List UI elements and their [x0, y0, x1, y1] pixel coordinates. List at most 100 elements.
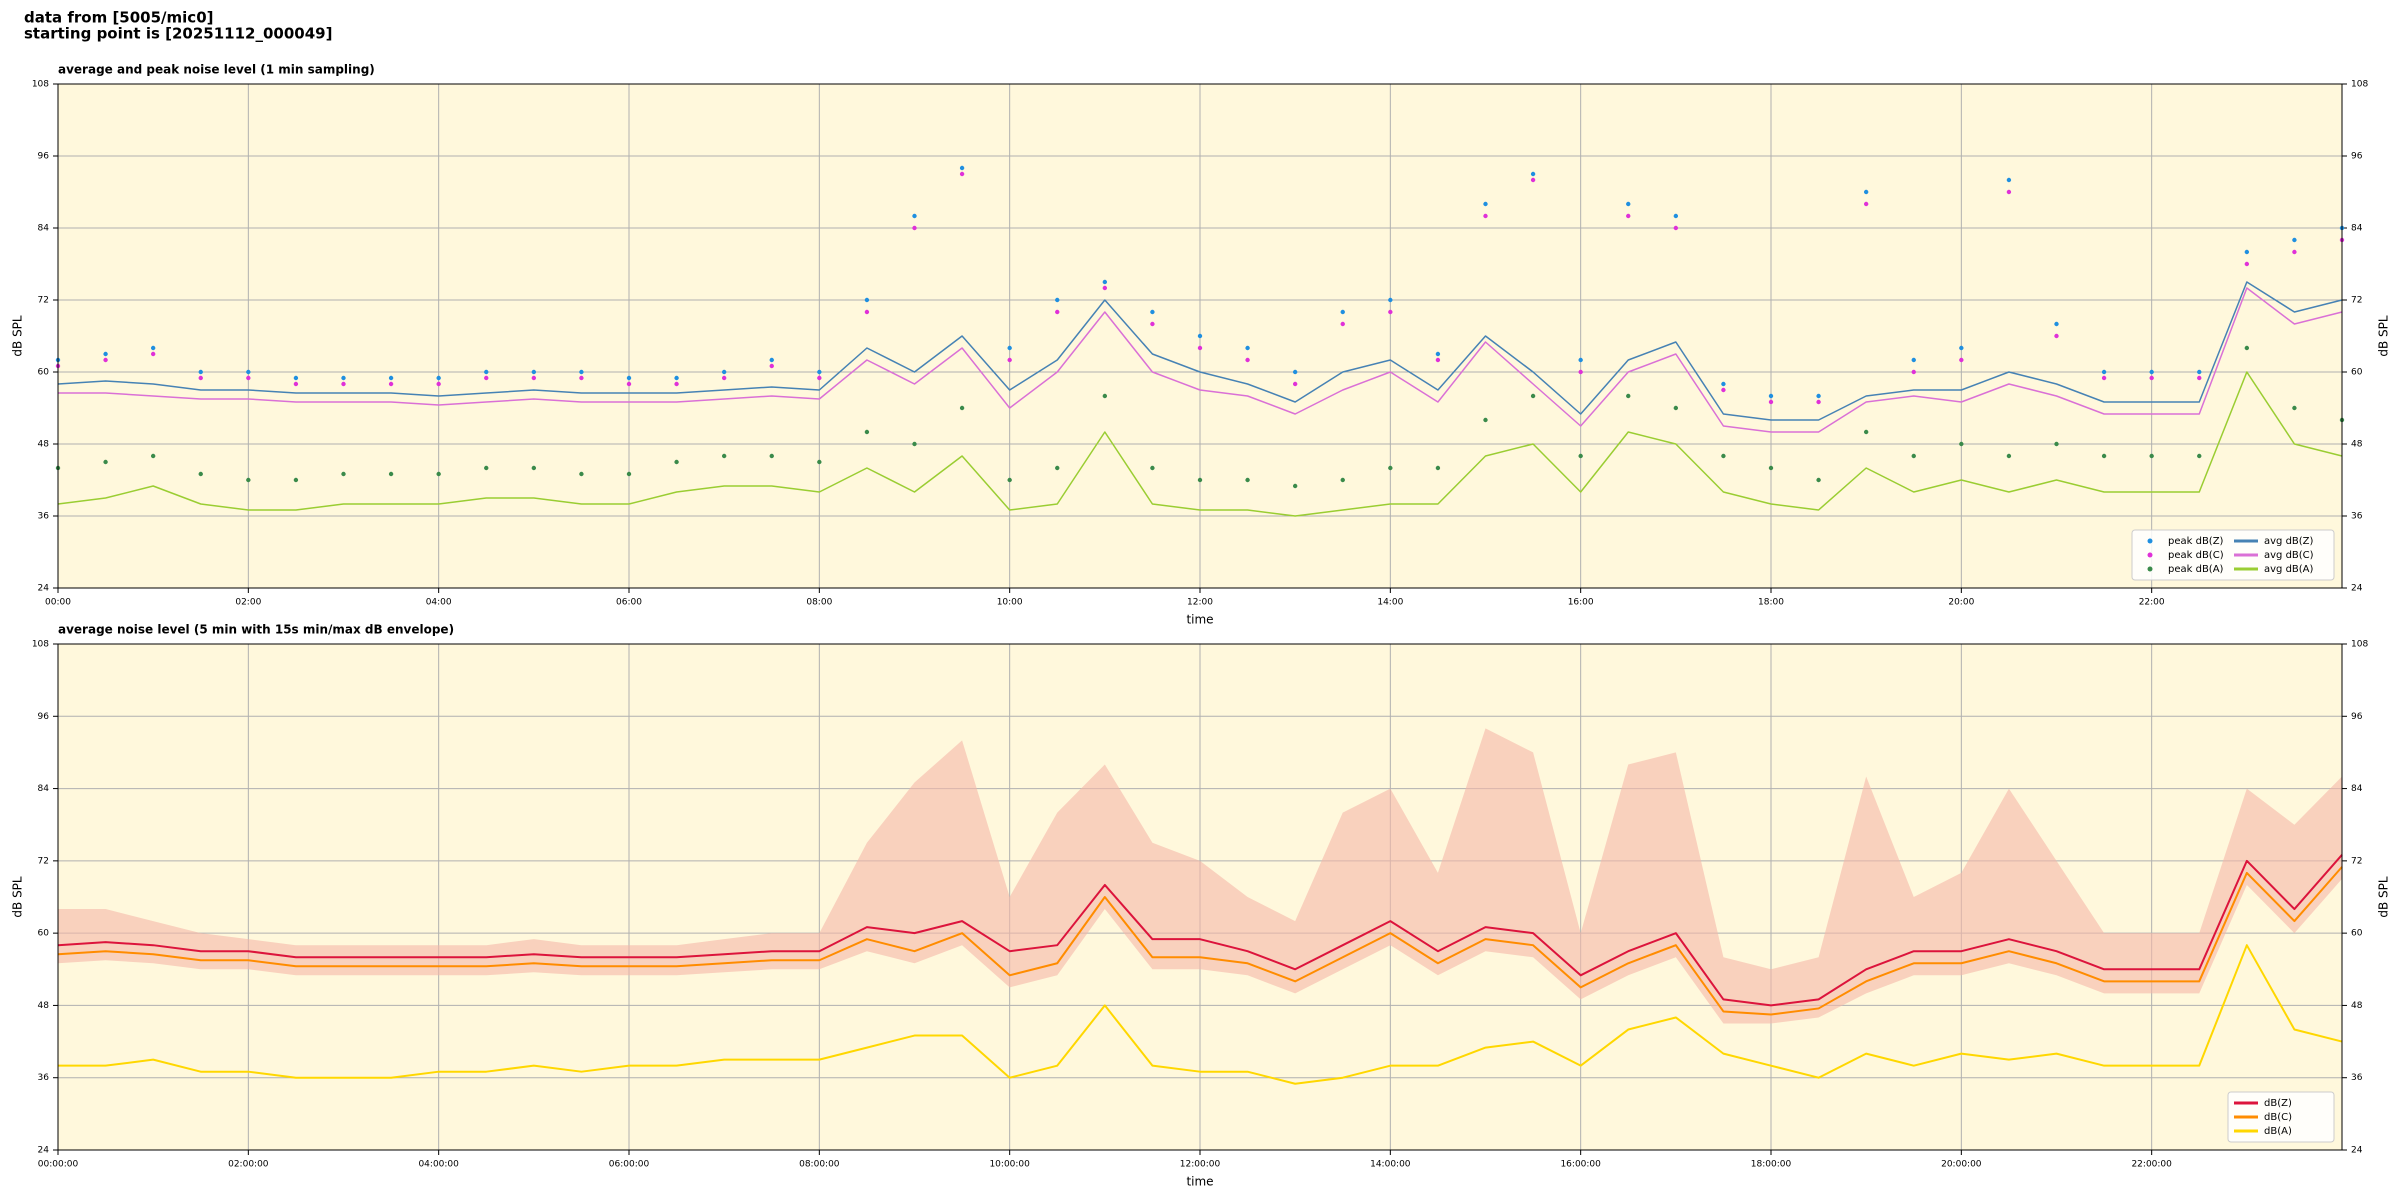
y-tick-label: 60 [38, 929, 50, 939]
envelope-band [58, 728, 2342, 1024]
peak-point [2006, 453, 2012, 459]
legend-marker [2147, 538, 2153, 544]
peak-point [2244, 261, 2250, 267]
legend-marker [2147, 566, 2153, 572]
peak-point [1055, 297, 1060, 303]
peak-point [1245, 345, 1250, 351]
peak-point [531, 375, 537, 381]
y-tick-label: 96 [38, 712, 50, 722]
peak-point [1340, 309, 1345, 315]
peak-point [1388, 309, 1393, 315]
peak-point [1578, 369, 1583, 375]
peak-point [1150, 465, 1155, 471]
peak-point [2197, 453, 2202, 459]
legend-label: peak dB(Z) [2168, 536, 2224, 547]
peak-point [2197, 375, 2202, 381]
peak-point [817, 375, 822, 381]
peak-point [626, 471, 632, 477]
peak-point [531, 369, 537, 375]
peak-point [2006, 189, 2012, 195]
y-tick-label: 72 [2351, 296, 2362, 306]
x-tick-label: 10:00:00 [989, 1160, 1030, 1170]
peak-point [1530, 177, 1536, 183]
series-line [57, 866, 2343, 1016]
x-tick-label: 14:00 [1377, 598, 1403, 608]
peak-point [436, 381, 441, 387]
y-axis-label: dB SPL [11, 876, 25, 918]
y-tick-label: 84 [2351, 224, 2363, 234]
peak-point [1102, 393, 1108, 399]
peak-point [484, 375, 489, 381]
peak-point [1055, 465, 1060, 471]
peak-point [769, 453, 774, 459]
x-tick-label: 12:00 [1187, 598, 1213, 608]
peak-point [246, 375, 251, 381]
peak-point [1721, 453, 1726, 459]
x-tick-label: 10:00 [997, 598, 1023, 608]
series-line [57, 371, 2343, 517]
x-tick-label: 06:00:00 [609, 1160, 650, 1170]
y-tick-label: 36 [2351, 1073, 2363, 1083]
y-tick-label: 48 [2351, 440, 2363, 450]
peak-point [1768, 465, 1774, 471]
peak-point [1863, 189, 1869, 195]
peak-point [1626, 213, 1631, 219]
series-line [58, 944, 2343, 1085]
peak-point [674, 459, 679, 465]
peak-point [198, 375, 203, 381]
peak-point [1483, 417, 1488, 423]
peak-point [484, 369, 489, 375]
peak-point [2292, 405, 2297, 411]
legend-label: avg dB(C) [2264, 550, 2314, 561]
x-tick-label: 04:00:00 [418, 1160, 459, 1170]
peak-point [1150, 321, 1155, 327]
x-tick-label: 20:00:00 [1941, 1160, 1982, 1170]
peak-point [1721, 387, 1726, 393]
x-axis-label: time [1186, 1175, 1213, 1189]
peak-point [912, 441, 917, 447]
peak-point [721, 453, 727, 459]
peak-point [1721, 381, 1726, 387]
axes-frame [57, 83, 2343, 589]
legend-label: dB(A) [2264, 1126, 2292, 1137]
peak-point [1102, 285, 1108, 291]
peak-point [2149, 453, 2154, 459]
peak-point [1007, 357, 1012, 363]
peak-point [246, 477, 251, 483]
legend-label: dB(C) [2264, 1112, 2292, 1123]
x-tick-label: 16:00 [1568, 598, 1594, 608]
peak-point [1673, 225, 1679, 231]
y-tick-label: 84 [38, 224, 50, 234]
peak-point [769, 357, 774, 363]
series-line [58, 287, 2343, 433]
peak-point [2054, 441, 2059, 447]
peak-point [1863, 429, 1869, 435]
peak-point [388, 381, 394, 387]
peak-point [1673, 405, 1679, 411]
x-tick-label: 12:00:00 [1180, 1160, 1221, 1170]
y-tick-label: 24 [2351, 584, 2363, 594]
y-tick-label: 36 [2351, 512, 2363, 522]
peak-point [1435, 351, 1441, 357]
legend-label: peak dB(A) [2168, 564, 2224, 575]
peak-point [1863, 201, 1869, 207]
y-tick-label: 60 [2351, 368, 2363, 378]
peak-point [2197, 369, 2202, 375]
peak-point [1292, 483, 1298, 489]
peak-point [341, 375, 346, 381]
peak-point [341, 471, 346, 477]
y-tick-label: 36 [38, 512, 50, 522]
y-tick-label: 108 [2351, 640, 2368, 650]
peak-point [1197, 477, 1203, 483]
peak-point [1007, 345, 1012, 351]
peak-point [293, 477, 299, 483]
peak-point [1959, 441, 1964, 447]
peak-point [1197, 333, 1203, 339]
peak-point [674, 381, 679, 387]
peak-point [1150, 309, 1155, 315]
peak-point [1626, 201, 1631, 207]
peak-point [150, 453, 156, 459]
peak-point [817, 459, 822, 465]
series-line [57, 854, 2343, 1007]
